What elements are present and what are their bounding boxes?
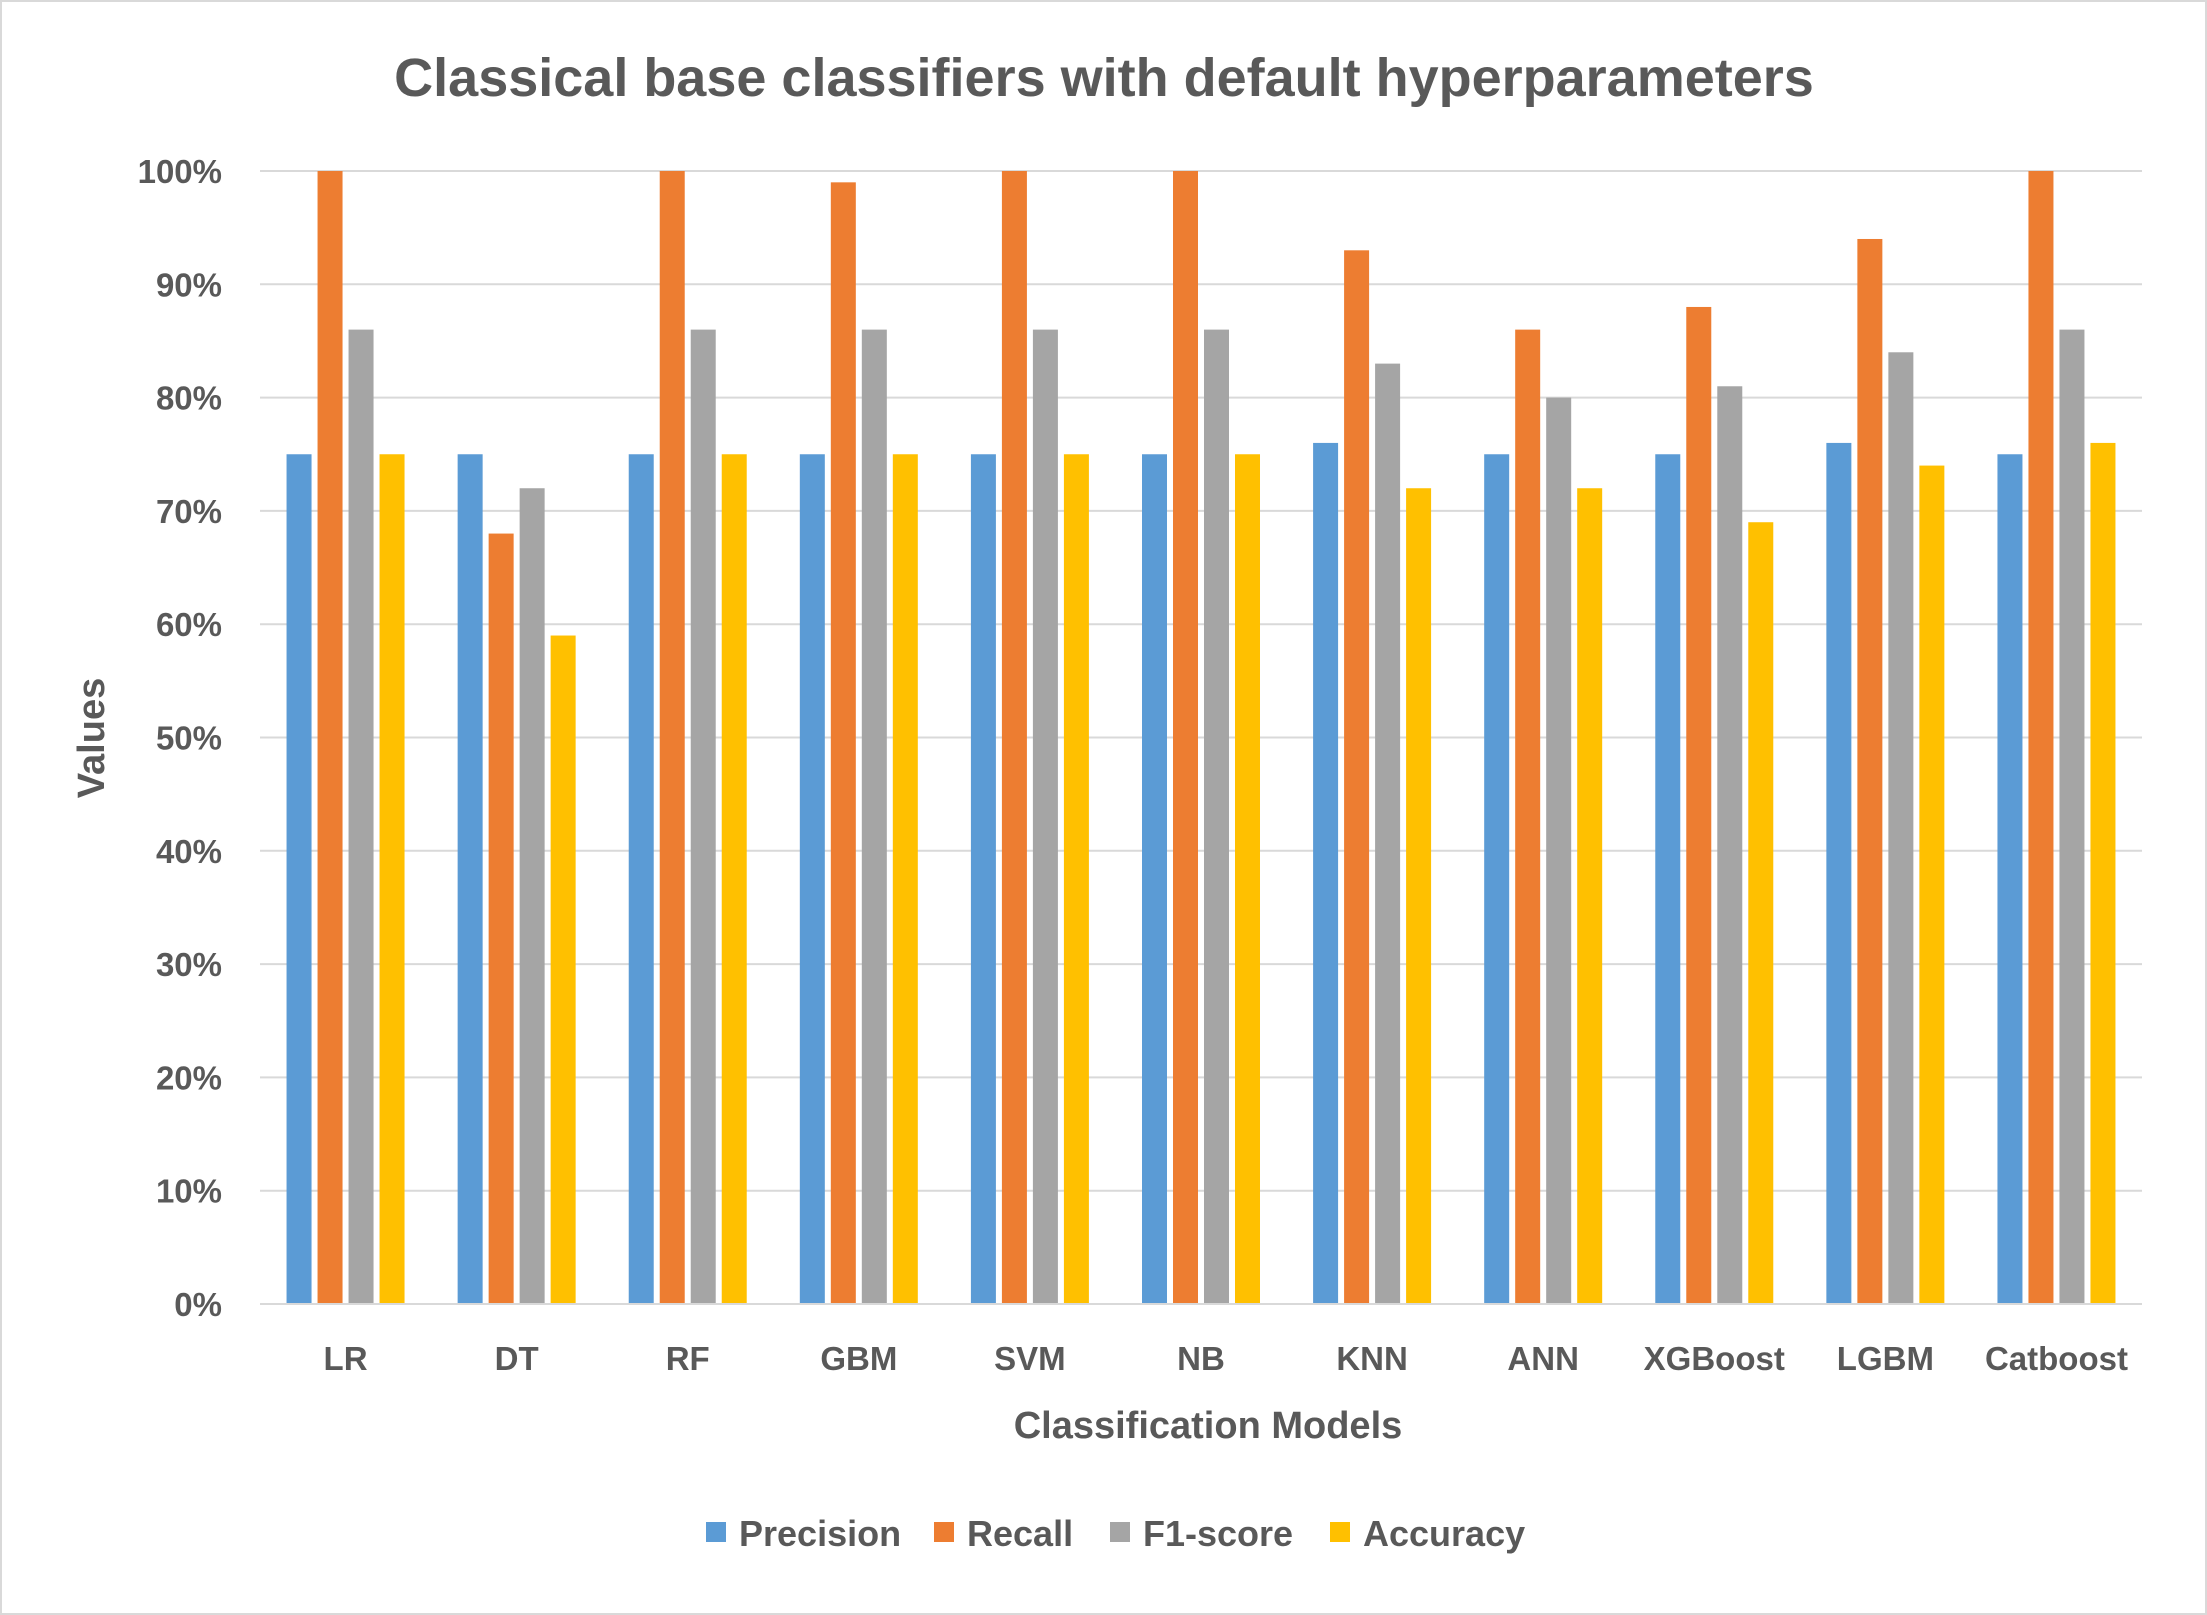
bar-recall-rf	[659, 171, 685, 1304]
legend-label-precision: Precision	[739, 1513, 901, 1554]
chart-title: Classical base classifiers with default …	[394, 48, 1814, 108]
bar-accuracy-knn	[1406, 488, 1432, 1304]
x-axis-ticks: LR DT RF GBM SVM NB KNN ANN XGBoost LGBM Catboost	[324, 1340, 2128, 1377]
bar-accuracy-dt	[550, 635, 576, 1304]
y-axis-ticks: 0% 10% 20% 30% 40% 50% 60% 70% 80% 90% 100%	[138, 153, 222, 1323]
bar-f1-score-gbm	[861, 329, 887, 1304]
bar-f1-score-ann	[1546, 397, 1572, 1305]
legend-label-accuracy: Accuracy	[1363, 1513, 1525, 1554]
bar-precision-dt	[457, 454, 483, 1304]
bar-precision-knn	[1313, 442, 1339, 1304]
bar-accuracy-gbm	[892, 454, 918, 1304]
bars	[286, 171, 2116, 1305]
x-tick-label: DT	[495, 1340, 539, 1377]
bar-precision-xgboost	[1655, 454, 1681, 1304]
x-tick-label: Catboost	[1985, 1340, 2128, 1377]
y-tick-label: 100%	[138, 153, 222, 190]
bar-precision-lgbm	[1826, 442, 1852, 1304]
bar-f1-score-svm	[1032, 329, 1058, 1304]
bar-recall-dt	[488, 533, 514, 1304]
bar-precision-gbm	[799, 454, 825, 1304]
x-tick-label: GBM	[820, 1340, 897, 1377]
y-axis-title: Values	[71, 678, 113, 798]
bar-precision-svm	[970, 454, 996, 1304]
bar-f1-score-catboost	[2059, 329, 2085, 1304]
legend: Precision Recall F1-score Accuracy	[706, 1513, 1525, 1554]
bar-f1-score-lgbm	[1888, 352, 1914, 1304]
y-tick-label: 90%	[156, 266, 222, 303]
y-tick-label: 80%	[156, 380, 222, 417]
bar-f1-score-dt	[519, 488, 545, 1304]
x-tick-label: KNN	[1336, 1340, 1408, 1377]
bar-accuracy-rf	[721, 454, 747, 1304]
x-tick-label: LR	[324, 1340, 368, 1377]
legend-swatch-f1-score	[1110, 1522, 1130, 1542]
y-tick-label: 40%	[156, 833, 222, 870]
y-tick-label: 20%	[156, 1059, 222, 1096]
x-tick-label: SVM	[994, 1340, 1066, 1377]
bar-recall-lgbm	[1857, 238, 1883, 1305]
bar-f1-score-knn	[1375, 363, 1401, 1304]
y-tick-label: 70%	[156, 493, 222, 530]
x-tick-label: NB	[1177, 1340, 1225, 1377]
legend-swatch-accuracy	[1330, 1522, 1350, 1542]
y-tick-label: 60%	[156, 606, 222, 643]
bar-precision-lr	[286, 454, 312, 1304]
bar-recall-nb	[1173, 171, 1198, 1304]
legend-label-recall: Recall	[967, 1513, 1073, 1554]
x-axis-title: Classification Models	[1014, 1405, 1403, 1447]
bar-accuracy-svm	[1063, 454, 1089, 1304]
bar-precision-rf	[628, 454, 654, 1304]
bar-precision-nb	[1142, 454, 1167, 1304]
y-tick-label: 30%	[156, 946, 222, 983]
legend-swatch-precision	[706, 1522, 726, 1542]
bar-recall-catboost	[2028, 171, 2054, 1304]
x-tick-label: LGBM	[1837, 1340, 1934, 1377]
bar-recall-ann	[1515, 329, 1541, 1304]
bar-recall-lr	[317, 171, 343, 1304]
bar-accuracy-ann	[1577, 488, 1603, 1304]
bar-accuracy-lr	[379, 454, 405, 1304]
bar-accuracy-lgbm	[1919, 465, 1945, 1305]
bar-recall-svm	[1001, 171, 1027, 1304]
legend-swatch-recall	[934, 1522, 954, 1542]
bar-recall-xgboost	[1686, 306, 1712, 1305]
bar-f1-score-xgboost	[1717, 386, 1743, 1304]
bar-precision-ann	[1484, 454, 1510, 1304]
bar-precision-catboost	[1997, 454, 2023, 1304]
bar-f1-score-nb	[1204, 329, 1229, 1304]
y-tick-label: 10%	[156, 1173, 222, 1210]
x-tick-label: ANN	[1507, 1340, 1579, 1377]
x-tick-label: RF	[666, 1340, 710, 1377]
bar-recall-gbm	[830, 182, 856, 1305]
x-tick-label: XGBoost	[1644, 1340, 1785, 1377]
y-tick-label: 50%	[156, 720, 222, 757]
bar-f1-score-lr	[348, 329, 374, 1304]
bar-accuracy-nb	[1235, 454, 1260, 1304]
bar-accuracy-xgboost	[1748, 522, 1774, 1304]
legend-label-f1-score: F1-score	[1143, 1513, 1293, 1554]
y-tick-label: 0%	[174, 1286, 222, 1323]
bar-accuracy-catboost	[2090, 442, 2116, 1304]
bar-f1-score-rf	[690, 329, 716, 1304]
bar-recall-knn	[1344, 250, 1370, 1304]
